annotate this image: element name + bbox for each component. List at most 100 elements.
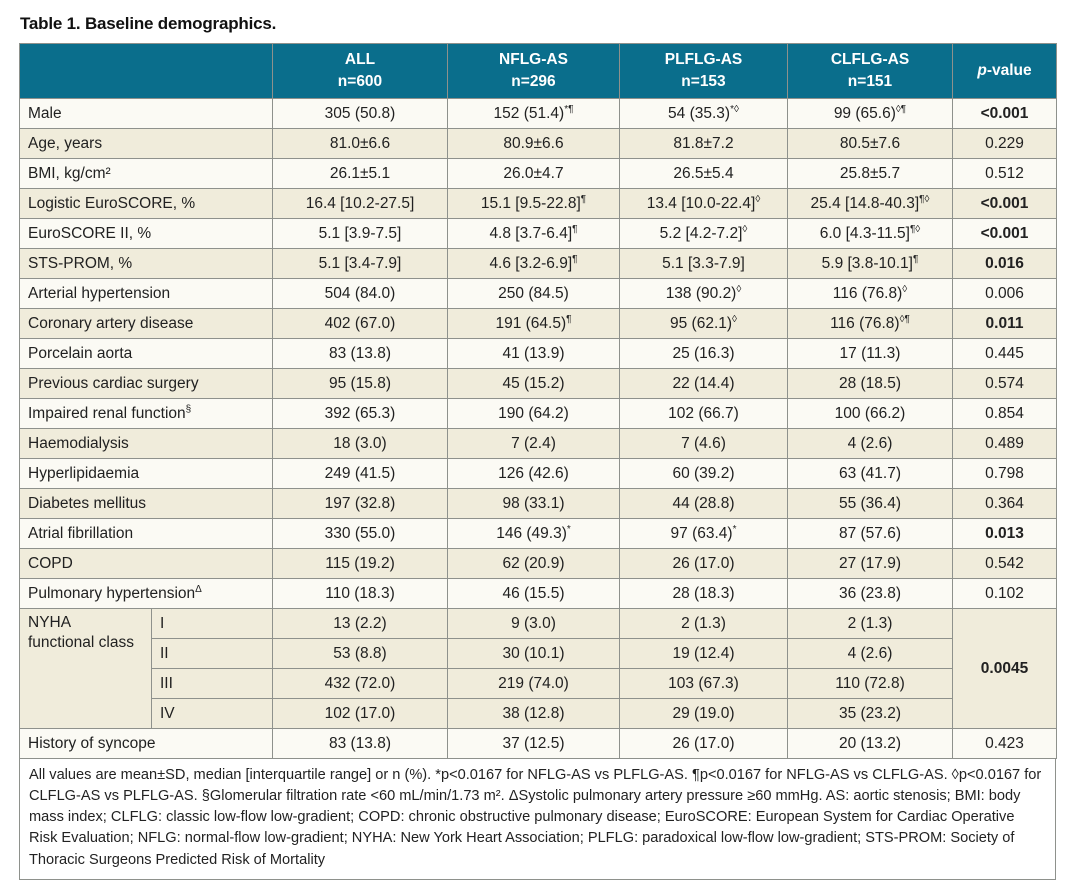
value-cell: 46 (15.5) [447,578,620,609]
value-cell: 87 (57.6) [787,518,953,549]
p-value-cell: <0.001 [952,218,1057,249]
value-cell: 110 (72.8) [787,668,953,699]
table-row: Porcelain aorta 83 (13.8) 41 (13.9) 25 (16.… [19,338,1057,369]
value-cell: 18 (3.0) [272,428,448,459]
significance-marker: *◊ [730,103,739,115]
value-cell: 83 (13.8) [272,338,448,369]
p-value-cell: 0.512 [952,158,1057,189]
significance-marker: ◊¶ [899,313,910,325]
table-row: EuroSCORE II, % 5.1 [3.9-7.5] 4.8 [3.7-6.4… [19,218,1057,249]
col-header-clflg: CLFLG-AS n=151 [787,43,953,99]
value-cell: 25.8±5.7 [787,158,953,189]
value-cell: 38 (12.8) [447,698,620,729]
value-cell: 26.0±4.7 [447,158,620,189]
value-cell: 37 (12.5) [447,728,620,759]
value-cell: 30 (10.1) [447,638,620,669]
value-cell: 250 (84.5) [447,278,620,309]
value-cell: 83 (13.8) [272,728,448,759]
p-value-cell: 0.854 [952,398,1057,429]
value-cell: 4.8 [3.7-6.4]¶ [447,218,620,249]
col-header-pvalue: p-value [952,43,1057,99]
value-cell: 97 (63.4)* [619,518,788,549]
value-cell: 53 (8.8) [272,638,448,669]
value-cell: 36 (23.8) [787,578,953,609]
p-value-cell: 0.798 [952,458,1057,489]
value-cell: 98 (33.1) [447,488,620,519]
table-row: Previous cardiac surgery 95 (15.8) 45 (15.… [19,368,1057,399]
p-value-cell: 0.445 [952,338,1057,369]
col-header-all: ALL n=600 [272,43,448,99]
p-value-cell: 0.011 [952,308,1057,339]
significance-marker: ¶ [566,313,572,325]
table-row: Impaired renal function§ 392 (65.3) 190 (6… [19,398,1057,429]
value-cell: 115 (19.2) [272,548,448,579]
value-cell: 99 (65.6)◊¶ [787,98,953,129]
value-cell: 29 (19.0) [619,698,788,729]
value-cell: 116 (76.8)◊ [787,278,953,309]
table-body: Male 305 (50.8) 152 (51.4)*¶ 54 (35.3)*◊ 99 … [19,98,1057,759]
significance-marker: ¶ [572,223,578,235]
col-header-pvalue-italic: p [977,62,987,79]
value-cell: 102 (66.7) [619,398,788,429]
value-cell: 81.0±6.6 [272,128,448,159]
col-header-nflg-name: NFLG-AS [499,51,568,68]
value-cell: 20 (13.2) [787,728,953,759]
value-cell: 60 (39.2) [619,458,788,489]
row-label: Pulmonary hypertensionΔ [19,578,273,609]
value-cell: 191 (64.5)¶ [447,308,620,339]
value-cell: 197 (32.8) [272,488,448,519]
footnote-marker: Δ [195,583,202,595]
table-row: Arterial hypertension 504 (84.0) 250 (84.5… [19,278,1057,309]
row-label: COPD [19,548,273,579]
value-cell: 13 (2.2) [272,608,448,639]
value-cell: 5.1 [3.3-7.9] [619,248,788,279]
table-row: Pulmonary hypertensionΔ 110 (18.3) 46 (15.… [19,578,1057,609]
value-cell: 116 (76.8)◊¶ [787,308,953,339]
value-cell: 9 (3.0) [447,608,620,639]
value-cell: 81.8±7.2 [619,128,788,159]
nyha-class-label: III [151,668,273,699]
nyha-class-label: I [151,608,273,639]
footnote: All values are mean±SD, median [interqua… [19,757,1056,880]
col-header-clflg-name: CLFLG-AS [830,51,910,68]
value-cell: 4.6 [3.2-6.9]¶ [447,248,620,279]
nyha-row: IV 102 (17.0) 38 (12.8) 29 (19.0) 35 (23.2) [20,698,1057,729]
p-value-cell: 0.006 [952,278,1057,309]
significance-marker: * [732,523,737,535]
row-label: Impaired renal function§ [19,398,273,429]
value-cell: 432 (72.0) [272,668,448,699]
table-row: Haemodialysis 18 (3.0) 7 (2.4) 7 (4.6) 4 (2.… [19,428,1057,459]
header-corner-cell [19,43,273,99]
value-cell: 28 (18.3) [619,578,788,609]
header-row: ALL n=600 NFLG-AS n=296 PLFLG-AS n=153 C… [19,43,1057,99]
nyha-row: NYHA functional class I 13 (2.2) 9 (3.0) 2 (… [19,608,1057,729]
significance-marker: ¶ [580,193,587,205]
value-cell: 402 (67.0) [272,308,448,339]
table-row: BMI, kg/cm² 26.1±5.1 26.0±4.7 26.5±5.4 25.8±… [19,158,1057,189]
value-cell: 305 (50.8) [272,98,448,129]
value-cell: 26.1±5.1 [272,158,448,189]
significance-marker: ◊ [736,283,742,295]
col-header-plflg-n: n=153 [681,73,726,90]
nyha-class-label: II [151,638,273,669]
value-cell: 95 (62.1)◊ [619,308,788,339]
value-cell: 5.2 [4.2-7.2]◊ [619,218,788,249]
row-label: Coronary artery disease [19,308,273,339]
col-header-plflg-name: PLFLG-AS [664,51,743,68]
table-row: Diabetes mellitus 197 (32.8) 98 (33.1) 44 (… [19,488,1057,519]
row-label: Logistic EuroSCORE, % [19,188,273,219]
value-cell: 102 (17.0) [272,698,448,729]
row-label: Atrial fibrillation [19,518,273,549]
value-cell: 80.5±7.6 [787,128,953,159]
value-cell: 54 (35.3)*◊ [619,98,788,129]
table-title: Table 1. Baseline demographics. [20,14,277,33]
col-header-all-name: ALL [344,51,376,68]
row-label: Diabetes mellitus [19,488,273,519]
col-header-all-n: n=600 [337,73,383,90]
row-label: EuroSCORE II, % [19,218,273,249]
row-label: Age, years [19,128,273,159]
row-label: History of syncope [19,728,273,759]
value-cell: 62 (20.9) [447,548,620,579]
value-cell: 392 (65.3) [272,398,448,429]
row-label: Arterial hypertension [19,278,273,309]
